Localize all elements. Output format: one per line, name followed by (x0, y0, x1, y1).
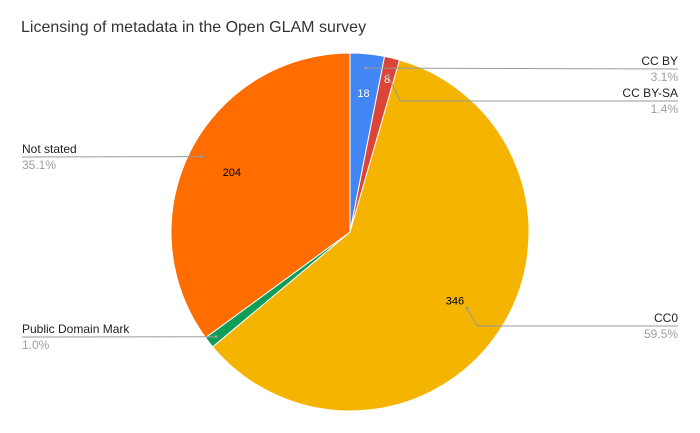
callout-dot-not-stated (200, 155, 204, 159)
callout-line-cc-by-sa (387, 75, 678, 102)
callout-dot-cc-by (364, 66, 368, 70)
callout-line-cc0 (466, 307, 678, 327)
callout-label-cc-by: CC BY (641, 54, 678, 68)
slice-value-label-cc-by-sa: 8 (384, 74, 390, 86)
slice-value-label-not-stated: 204 (223, 167, 241, 179)
callout-dot-public-domain-mark (214, 335, 218, 339)
callout-label-not-stated: Not stated (22, 142, 77, 156)
callout-line-cc-by (365, 67, 679, 70)
callout-label-public-domain-mark: Public Domain Mark (22, 322, 130, 336)
callout-percent-not-stated: 35.1% (22, 158, 56, 172)
callout-label-cc-by-sa: CC BY-SA (622, 86, 678, 100)
callout-percent-cc-by-sa: 1.4% (651, 102, 679, 116)
callout-percent-cc0: 59.5% (644, 327, 678, 341)
pie-callouts: CC BY 3.1% CC BY-SA 1.4% CC0 59.5% Public Doma… (21, 54, 679, 352)
pie-slice-cc0 (211, 59, 530, 412)
pie-slices: 18 8 346 204 (170, 52, 530, 412)
callout-percent-cc-by: 3.1% (651, 70, 679, 84)
slice-value-label-cc-by: 18 (357, 88, 369, 100)
pie-slice-not-stated (170, 52, 351, 339)
chart-title: Licensing of metadata in the Open GLAM s… (21, 19, 367, 36)
callout-dot-cc0 (465, 306, 469, 310)
callout-percent-public-domain-mark: 1.0% (22, 338, 50, 352)
callout-label-cc0: CC0 (654, 311, 678, 325)
slice-value-label-cc0: 346 (446, 295, 464, 307)
callout-dot-cc-by-sa (386, 73, 390, 77)
